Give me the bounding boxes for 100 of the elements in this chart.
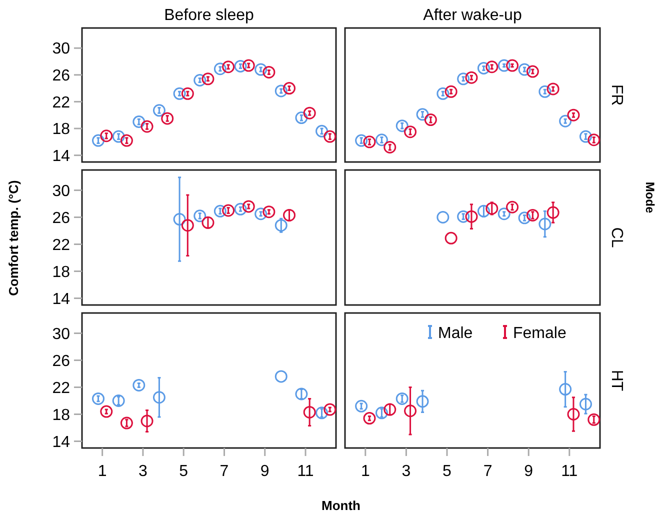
point <box>498 59 510 72</box>
point <box>384 141 396 154</box>
point <box>181 87 194 100</box>
point <box>222 204 235 217</box>
text: Mode <box>643 182 657 214</box>
point <box>506 200 519 214</box>
point <box>274 370 288 383</box>
point <box>100 405 113 418</box>
x-tick-label: 3 <box>138 463 148 480</box>
point <box>518 63 531 76</box>
x-tick-label: 9 <box>524 463 534 480</box>
point <box>140 120 154 133</box>
y-tick-label: 30 <box>52 326 70 343</box>
y2-axis-title: FR <box>608 84 625 106</box>
point <box>526 208 539 222</box>
point <box>486 202 498 215</box>
y-tick-label: 30 <box>52 40 70 58</box>
point <box>140 414 154 428</box>
point <box>518 212 531 224</box>
point <box>283 82 296 95</box>
point <box>132 116 146 128</box>
point <box>283 208 296 222</box>
point <box>274 219 288 232</box>
point <box>363 136 376 148</box>
point <box>181 219 194 232</box>
point <box>457 210 470 223</box>
point <box>295 388 308 400</box>
point <box>559 114 572 128</box>
point <box>538 85 552 98</box>
y-tick-label: 18 <box>52 264 70 281</box>
y2-axis-title: HT <box>608 370 625 392</box>
point <box>416 108 429 121</box>
point <box>546 206 560 219</box>
point <box>173 87 186 100</box>
point <box>424 114 437 126</box>
point <box>375 406 388 420</box>
point <box>316 124 328 138</box>
point <box>295 112 308 124</box>
x-tick-label: 1 <box>360 463 370 480</box>
y-tick-label: 30 <box>52 182 70 200</box>
y-tick-label: 26 <box>52 68 70 84</box>
point <box>416 395 429 408</box>
y-tick-label: 22 <box>52 236 70 254</box>
point <box>444 232 458 244</box>
x-tick-label: 5 <box>442 463 452 480</box>
point <box>436 211 450 224</box>
point <box>477 204 490 218</box>
point <box>363 412 376 425</box>
point <box>214 204 226 218</box>
y-tick-label: 22 <box>52 94 70 112</box>
point <box>303 406 316 418</box>
point <box>242 59 255 72</box>
point <box>100 130 113 142</box>
point <box>152 391 166 404</box>
point <box>242 200 255 213</box>
point <box>506 59 519 72</box>
legend-label: Female <box>513 325 566 342</box>
point <box>262 66 276 78</box>
point <box>436 87 450 100</box>
point <box>538 218 552 230</box>
y-tick-label: 18 <box>52 121 70 138</box>
y-tick-label: 14 <box>52 290 70 308</box>
point <box>222 60 235 74</box>
point <box>355 134 368 147</box>
point <box>559 383 572 396</box>
point <box>132 378 146 392</box>
point <box>324 403 336 416</box>
point <box>546 82 560 96</box>
point <box>173 213 186 226</box>
point <box>477 62 490 74</box>
x-tick-label: 9 <box>260 463 270 480</box>
point <box>316 406 328 420</box>
x-tick-label: 3 <box>402 463 411 480</box>
chart-title: Before sleep <box>164 7 254 24</box>
y-tick-label: 22 <box>52 380 70 397</box>
point <box>234 60 247 72</box>
point <box>526 65 539 78</box>
point <box>254 208 268 220</box>
point <box>324 130 336 143</box>
point <box>404 404 417 418</box>
point <box>161 112 174 125</box>
y2-axis-title: CL <box>608 227 625 248</box>
point <box>194 210 206 222</box>
point <box>457 72 470 86</box>
legend-label: Male <box>438 325 473 342</box>
point <box>254 63 268 76</box>
point <box>498 208 510 220</box>
point <box>120 134 133 147</box>
point <box>214 62 226 76</box>
y-tick-label: 26 <box>52 352 70 370</box>
point <box>588 413 600 426</box>
y-axis-title: Comfort temp. (°C) <box>6 180 21 296</box>
x-tick-label: 7 <box>483 463 492 480</box>
point <box>234 202 247 216</box>
chart-title: After wake-up <box>423 7 522 24</box>
point <box>92 392 105 405</box>
point <box>120 416 133 430</box>
x-tick-label: 1 <box>98 463 107 480</box>
point <box>355 400 368 412</box>
point <box>465 210 478 223</box>
